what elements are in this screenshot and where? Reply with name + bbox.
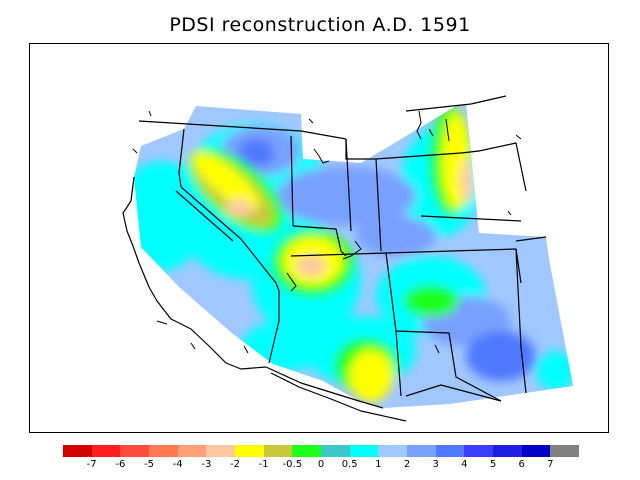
pdsi-field xyxy=(134,104,573,408)
colorbar-label: -4 xyxy=(172,459,183,470)
colorbar-segment xyxy=(349,445,379,457)
colorbar-label: 5 xyxy=(489,459,497,470)
colorbar-labels: -7 -6 -5 -4 -3 -2 -1 -0.5 0 0.5 1 2 3 4 5 6 7 xyxy=(0,459,640,473)
colorbar-segment xyxy=(493,445,522,457)
colorbar-label: 0.5 xyxy=(341,459,358,470)
colorbar-label: -0.5 xyxy=(282,459,303,470)
colorbar-label: 4 xyxy=(461,459,468,470)
colorbar-segment xyxy=(292,445,322,457)
colorbar-label: 2 xyxy=(403,459,411,470)
colorbar-label: 1 xyxy=(375,459,382,470)
colorbar-segment xyxy=(235,445,264,457)
colorbar-segment xyxy=(407,445,436,457)
colorbar-label: -1 xyxy=(258,459,269,470)
colorbar-segment xyxy=(435,445,465,457)
lakes-islands xyxy=(132,110,522,354)
colorbar-segment xyxy=(521,445,551,457)
map-frame xyxy=(29,43,609,433)
colorbar-segment xyxy=(63,445,92,457)
pdsi-map xyxy=(122,95,573,422)
colorbar-segment xyxy=(177,445,207,457)
colorbar-label: -6 xyxy=(115,459,126,470)
colorbar-segment xyxy=(120,445,150,457)
colorbar-segment xyxy=(321,445,350,457)
boundary-lines xyxy=(122,95,547,422)
colorbar xyxy=(63,445,580,457)
colorbar-segment xyxy=(550,445,580,457)
colorbar-segment xyxy=(378,445,408,457)
map-title: PDSI reconstruction A.D. 1591 xyxy=(169,14,471,36)
colorbar-label: -5 xyxy=(144,459,154,470)
colorbar-label: -3 xyxy=(201,459,212,470)
colorbar-segment xyxy=(91,445,121,457)
colorbar-segment xyxy=(206,445,236,457)
colorbar-segment xyxy=(149,445,178,457)
colorbar-segment xyxy=(464,445,494,457)
colorbar-label: 3 xyxy=(432,459,439,470)
colorbar-segment xyxy=(263,445,293,457)
colorbar-label: 6 xyxy=(518,459,525,470)
colorbar-label: -7 xyxy=(86,459,97,470)
colorbar-label: 0 xyxy=(317,459,325,470)
colorbar-label: 7 xyxy=(547,459,554,470)
colorbar-label: -2 xyxy=(230,459,240,470)
